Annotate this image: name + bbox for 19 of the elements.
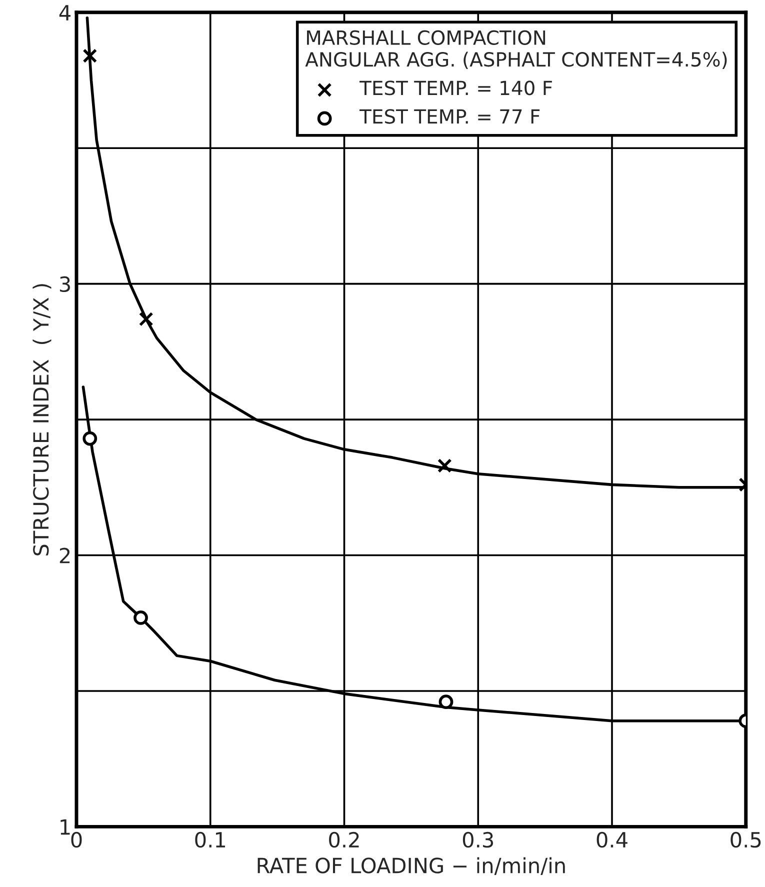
x-tick-label: 0.3 [462, 832, 494, 848]
point [82, 48, 98, 64]
legend-label: TEST TEMP. = 140 F [360, 80, 552, 96]
y-axis-title: STRUCTURE INDEX ( Y/X ) [32, 284, 52, 556]
legend-label: TEST TEMP. = 77 F [360, 109, 540, 124]
y-tick-label: 3 [60, 276, 70, 292]
y-tick-label: 4 [59, 5, 70, 20]
point [134, 610, 148, 625]
x-tick-label: 0.1 [195, 832, 226, 848]
x-axis-title: RATE OF LOADING − in/min/in [258, 857, 565, 876]
x-tick-label: 0.5 [730, 832, 761, 848]
point [82, 431, 98, 446]
point [138, 312, 154, 326]
legend-title: MARSHALL COMPACTION ANGULAR AGG. (ASPHALT CONTENT=4.5%) [305, 30, 727, 70]
y-tick-label: 2 [60, 548, 70, 564]
x-tick-label: 0 [71, 832, 82, 848]
x-tick-label: 0.2 [329, 832, 359, 848]
x-tick-label: 0.4 [596, 832, 628, 848]
y-tick-label: 1 [60, 819, 70, 835]
